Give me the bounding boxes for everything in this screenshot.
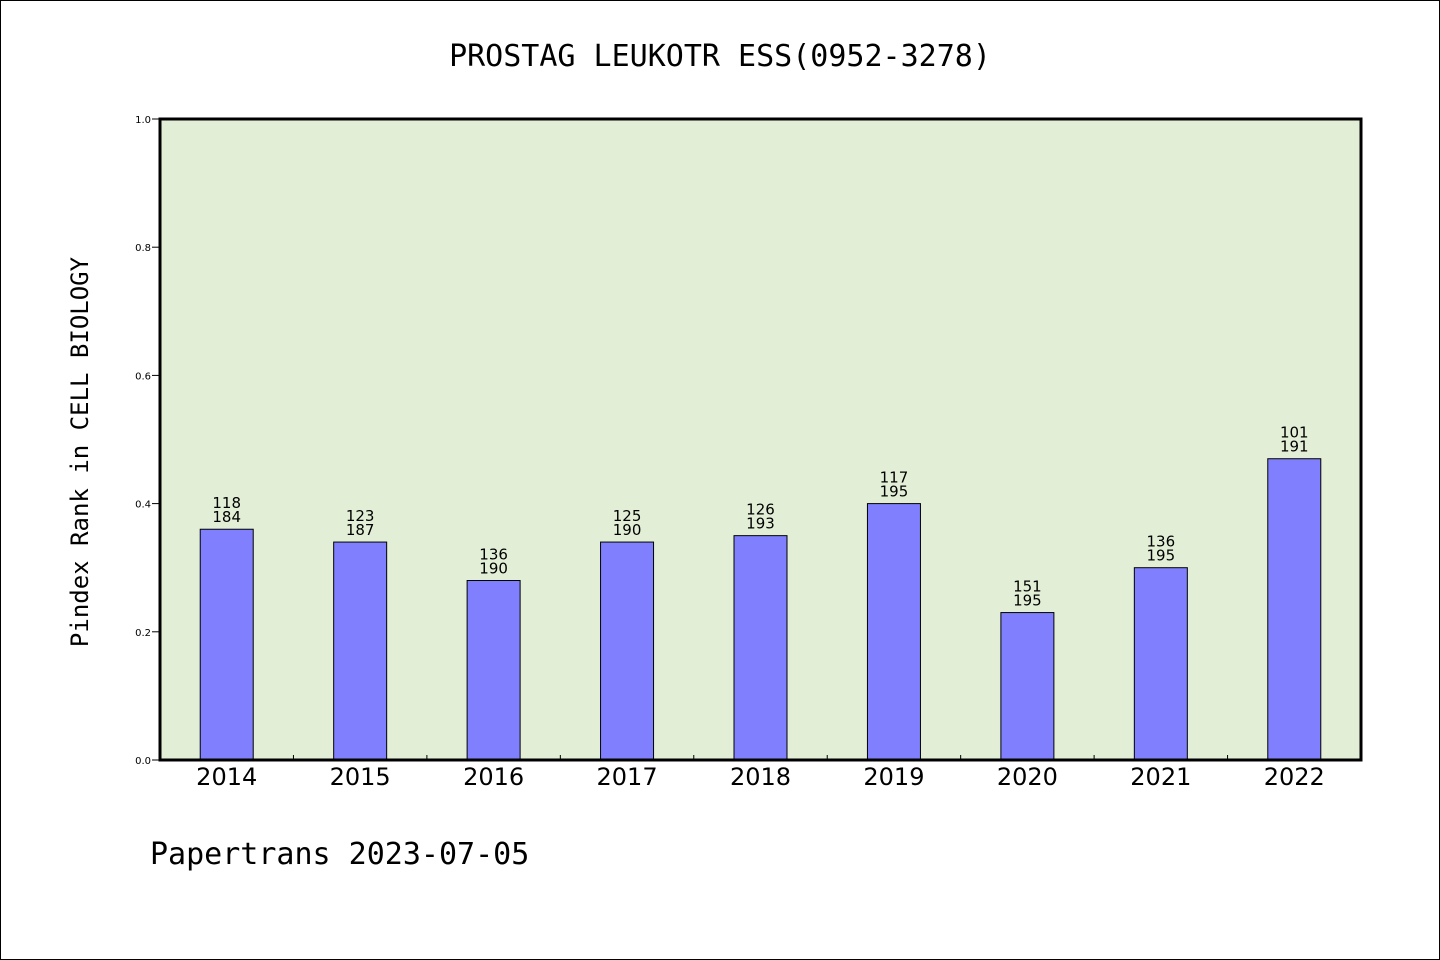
plot-border: [158, 117, 1363, 762]
total-label: 190: [479, 560, 508, 578]
x-tick-label: 2019: [863, 763, 924, 791]
rank-label: 101: [1280, 424, 1309, 442]
total-label: 187: [346, 521, 375, 539]
total-label: 195: [1013, 592, 1042, 610]
bar-2020: [1000, 612, 1055, 761]
bar-2018: [733, 535, 788, 761]
total-label: 184: [212, 508, 241, 526]
chart-title: PROSTAG LEUKOTR ESS(0952-3278): [449, 39, 991, 74]
bar-2015: [333, 541, 388, 761]
x-tick-label: 2022: [1264, 763, 1325, 791]
rank-label: 151: [1013, 578, 1042, 596]
bar-2021: [1133, 567, 1188, 761]
bar-2017: [600, 541, 655, 761]
bar-2022: [1267, 458, 1322, 761]
rank-label: 123: [346, 507, 375, 525]
total-label: 193: [746, 515, 775, 533]
total-label: 190: [613, 521, 642, 539]
x-tick-label: 2014: [196, 763, 257, 791]
bar-series: [199, 458, 1322, 761]
total-label: 195: [880, 483, 909, 501]
total-label: 191: [1280, 438, 1309, 456]
bar-2019: [866, 503, 921, 761]
rank-label: 117: [880, 469, 909, 487]
y-tick-label: 0.4: [135, 500, 151, 511]
rank-label: 125: [613, 507, 642, 525]
rank-label: 136: [1147, 533, 1176, 551]
rank-label: 126: [746, 501, 775, 519]
x-tick-label: 2016: [463, 763, 524, 791]
total-label: 195: [1147, 547, 1176, 565]
y-tick-label: 0.8: [135, 243, 151, 254]
x-tick-label: 2018: [730, 763, 791, 791]
x-tick-label: 2020: [997, 763, 1058, 791]
bar-2014: [199, 528, 254, 761]
x-tick-label: 2017: [597, 763, 658, 791]
x-axis: 2014 2015 2016 2017 2018 2019 2020 2021 2022: [196, 755, 1325, 791]
x-tick-label: 2021: [1130, 763, 1191, 791]
y-tick-label: 0.2: [135, 628, 151, 639]
bar-2016: [466, 580, 521, 761]
y-axis-label: Pindex Rank in CELL BIOLOGY: [66, 256, 94, 647]
y-tick-label: 1.0: [135, 115, 151, 126]
y-tick-label: 0.6: [135, 371, 151, 382]
footer-stamp: Papertrans 2023-07-05: [150, 837, 529, 872]
x-tick-label: 2015: [330, 763, 391, 791]
rank-label: 136: [479, 546, 508, 564]
y-tick-label: 0.0: [135, 756, 151, 767]
rank-label: 118: [212, 494, 241, 512]
y-axis: 0.0 0.2 0.4 0.6 0.8 1.0: [135, 115, 160, 767]
